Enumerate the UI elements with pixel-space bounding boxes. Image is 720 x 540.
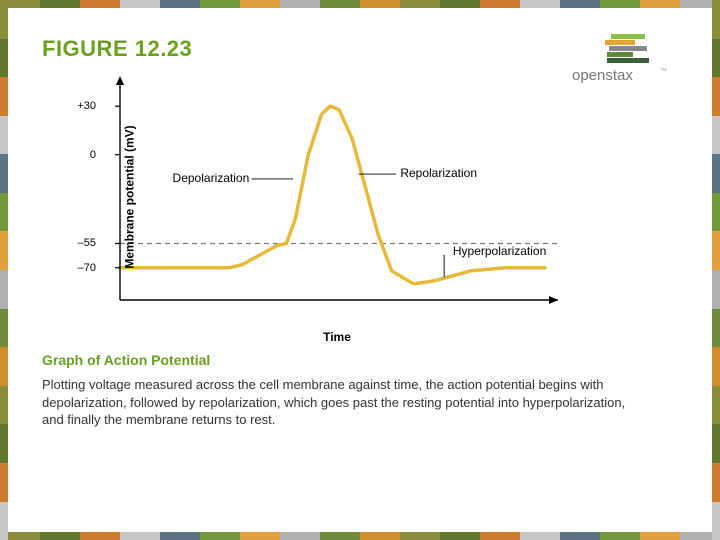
y-axis-label: Membrane potential (mV) <box>123 125 137 268</box>
slide-content: FIGURE 12.23 openstax ™ Membrane potenti… <box>8 8 712 532</box>
annotation-hyperpolarization: Hyperpolarization <box>453 244 546 258</box>
chart-subtitle: Graph of Action Potential <box>42 352 678 368</box>
chart-description: Plotting voltage measured across the cel… <box>42 376 642 429</box>
y-tick-label: 0 <box>66 149 96 161</box>
svg-text:openstax: openstax <box>572 67 633 84</box>
decorative-border-bottom <box>0 532 720 540</box>
annotation-repolarization: Repolarization <box>400 166 477 180</box>
action-potential-chart: Membrane potential (mV) Time +300–55–70 … <box>102 72 572 322</box>
decorative-border-right <box>712 0 720 540</box>
decorative-border-left <box>0 0 8 540</box>
y-tick-label: –70 <box>66 262 96 274</box>
openstax-logo: openstax ™ <box>564 32 674 84</box>
y-tick-label: –55 <box>66 237 96 249</box>
annotation-depolarization: Depolarization <box>173 171 250 185</box>
svg-text:™: ™ <box>660 68 667 75</box>
y-tick-label: +30 <box>66 100 96 112</box>
x-axis-label: Time <box>323 330 351 344</box>
decorative-border-top <box>0 0 720 8</box>
